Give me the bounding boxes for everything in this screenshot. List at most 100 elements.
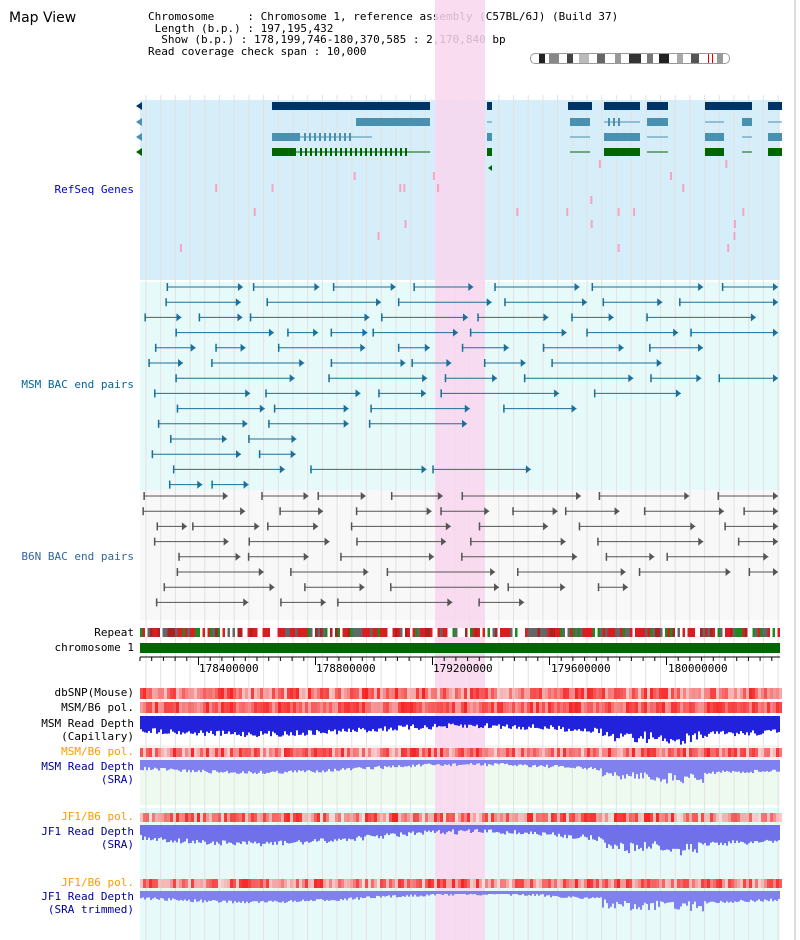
read-depth-bar	[716, 760, 718, 773]
read-depth-bar	[690, 716, 692, 742]
read-depth-bar	[320, 760, 322, 773]
msm-bac-end	[721, 283, 724, 291]
read-depth-bar	[642, 760, 644, 779]
snp-heat-cell	[770, 702, 773, 713]
read-depth-bar	[478, 891, 480, 896]
read-depth-bar	[324, 716, 326, 734]
read-depth-bar	[536, 716, 538, 728]
read-depth-bar	[434, 716, 436, 724]
read-depth-bar	[584, 825, 586, 837]
read-depth-bar	[404, 891, 406, 897]
snp-heat-cell	[575, 748, 578, 757]
b6n-bac-end	[598, 492, 601, 500]
snp-heat-cell	[629, 813, 632, 822]
snp-heat-cell	[185, 748, 188, 757]
repeat-block	[245, 628, 248, 637]
msm-bac-end	[503, 343, 509, 352]
snp-heat-cell	[779, 879, 782, 888]
snp-heat-cell	[524, 688, 527, 699]
snp-heat-cell	[458, 702, 461, 713]
read-depth-bar	[348, 760, 350, 768]
snp-heat-cell	[683, 688, 686, 699]
read-depth-bar	[156, 891, 158, 899]
read-depth-bar	[284, 716, 286, 732]
read-depth-bar	[496, 760, 498, 764]
read-depth-bar	[248, 716, 250, 733]
msm-bac-end	[215, 343, 217, 352]
read-depth-bar	[734, 716, 736, 737]
snp-heat-cell	[275, 748, 278, 757]
label-refseq[interactable]: RefSeq Genes	[54, 183, 134, 196]
read-depth-bar	[474, 716, 476, 727]
snp-heat-cell	[278, 702, 281, 713]
read-depth-bar	[452, 760, 454, 764]
msm-bac-end	[343, 419, 349, 428]
snp-heat-cell	[764, 688, 767, 699]
read-depth-bar	[172, 825, 174, 843]
msm-bac-end	[376, 298, 382, 307]
read-depth-bar	[268, 825, 270, 844]
label-msm-bac[interactable]: MSM BAC end pairs	[21, 378, 134, 391]
b6n-bac-end	[718, 507, 724, 516]
read-depth-bar	[652, 891, 654, 904]
ideogram-cursor[interactable]	[708, 54, 713, 63]
read-depth-bar	[674, 891, 676, 909]
repeat-block	[370, 628, 373, 637]
snp-heat-cell	[683, 813, 686, 822]
snp-heat-cell	[623, 879, 626, 888]
read-depth-bar	[558, 716, 560, 726]
read-depth-bar	[148, 825, 150, 838]
refseq-pink-mark	[271, 184, 274, 192]
snp-heat-cell	[761, 813, 764, 822]
repeat-block	[655, 628, 658, 637]
read-depth-bar	[448, 760, 450, 765]
chromosome-ideogram[interactable]	[530, 53, 730, 64]
snp-heat-cell	[455, 688, 458, 699]
read-depth-bar	[750, 716, 752, 733]
snp-heat-cell	[467, 688, 470, 699]
repeat-block	[735, 628, 738, 637]
snp-heat-cell	[236, 879, 239, 888]
read-depth-bar	[404, 760, 406, 767]
read-depth-bar	[450, 716, 452, 725]
snp-heat-cell	[458, 748, 461, 757]
read-depth-bar	[488, 825, 490, 830]
read-depth-bar	[316, 716, 318, 730]
read-depth-bar	[380, 760, 382, 769]
snp-heat-cell	[455, 748, 458, 757]
snp-heat-cell	[413, 879, 416, 888]
b6n-bac-end	[317, 492, 320, 500]
repeat-block	[532, 628, 535, 637]
snp-heat-cell	[617, 748, 620, 757]
read-depth-bar	[756, 716, 758, 736]
snp-heat-cell	[716, 702, 719, 713]
snp-heat-cell	[686, 748, 689, 757]
gene-exon	[618, 118, 620, 126]
snp-heat-cell	[707, 879, 710, 888]
read-depth-bar	[288, 825, 290, 844]
gene-exon	[325, 148, 327, 156]
snp-heat-cell	[449, 879, 452, 888]
read-depth-bar	[438, 716, 440, 727]
repeat-block	[507, 628, 510, 637]
snp-heat-cell	[368, 748, 371, 757]
read-depth-bar	[244, 760, 246, 774]
read-depth-bar	[718, 891, 720, 903]
snp-heat-cell	[404, 813, 407, 822]
read-depth-bar	[278, 716, 280, 737]
read-depth-bar	[288, 760, 290, 772]
repeat-block	[145, 628, 148, 637]
snp-heat-cell	[737, 748, 740, 757]
snp-heat-cell	[569, 748, 572, 757]
msm-bac-end	[486, 298, 492, 307]
label-b6n-bac[interactable]: B6N BAC end pairs	[21, 550, 134, 563]
repeat-block	[205, 628, 208, 637]
read-depth-bar	[724, 891, 726, 903]
read-depth-bar	[686, 891, 688, 906]
read-depth-bar	[772, 716, 774, 730]
gene-exon	[272, 133, 300, 141]
repeat-block	[600, 628, 603, 637]
snp-heat-cell	[416, 748, 419, 757]
read-depth-bar	[726, 760, 728, 772]
